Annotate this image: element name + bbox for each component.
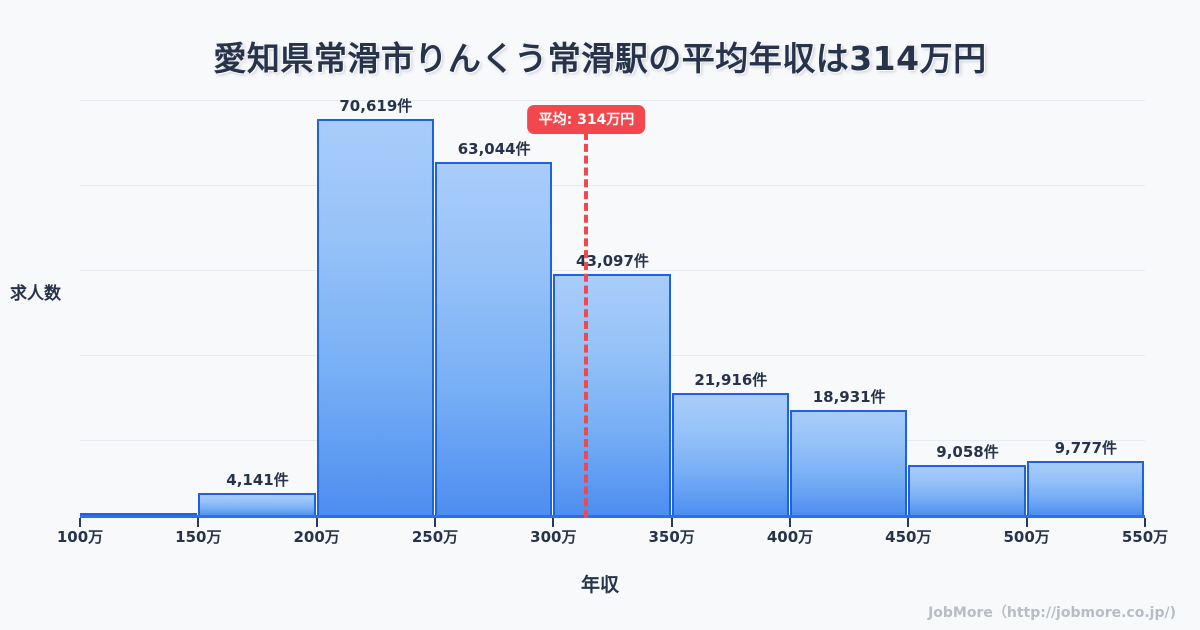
- bar-value-label: 70,619件: [339, 97, 413, 116]
- x-axis-tick: [907, 518, 910, 527]
- x-axis-tick: [1144, 518, 1146, 527]
- x-axis-tick-label: 350万: [648, 528, 695, 546]
- x-axis-tick-label: 250万: [411, 528, 459, 546]
- bar-250万-300万[interactable]: [435, 161, 553, 516]
- average-line: [584, 132, 589, 518]
- gridline: [80, 270, 1145, 271]
- x-axis-tick-label: 450万: [885, 528, 932, 546]
- x-axis-tick: [197, 518, 200, 527]
- x-axis-tick: [789, 518, 791, 527]
- bar-350万-400万[interactable]: [671, 392, 789, 516]
- bar-value-label: 9,058件: [936, 443, 999, 462]
- bar-value-label: 9,777件: [1054, 439, 1118, 458]
- bar-450万-500万[interactable]: [908, 465, 1026, 516]
- x-axis-tick: [552, 518, 555, 527]
- bar-500万-550万[interactable]: [1026, 461, 1144, 516]
- page-title: 愛知県常滑市りんくう常滑駅の平均年収は314万円: [213, 39, 987, 78]
- bar-value-label: 63,044件: [457, 139, 531, 158]
- x-axis-tick: [670, 518, 673, 527]
- y-axis-title: 求人数: [10, 284, 61, 304]
- average-badge: 平均: 314万円: [527, 105, 646, 134]
- x-axis-tick: [79, 518, 81, 527]
- bar-100万-150万[interactable]: [80, 513, 198, 516]
- x-axis-title: 年収: [580, 574, 619, 596]
- x-axis-tick-label: 300万: [530, 528, 577, 546]
- bar-value-label: 21,916件: [694, 370, 768, 389]
- x-axis-line: [80, 515, 1145, 518]
- bar-150万-200万[interactable]: [198, 492, 316, 516]
- x-axis-tick-label: 100万: [56, 528, 104, 546]
- gridline: [80, 185, 1145, 186]
- x-axis-tick-label: 200万: [293, 528, 340, 546]
- watermark: JobMore（http://jobmore.co.jp/): [928, 605, 1176, 621]
- bar-value-label: 18,931件: [812, 387, 886, 406]
- x-axis-tick-label: 150万: [175, 528, 222, 546]
- plot-area: 4,141件 70,619件 63,044件 43,097件 21,916件 18,931…: [80, 97, 1145, 516]
- x-axis-tick-label: 400万: [766, 528, 814, 546]
- x-axis-tick: [434, 518, 436, 527]
- bar-value-label: 4,141件: [226, 470, 289, 489]
- bar-200万-250万[interactable]: [316, 119, 434, 516]
- bar-value-label: 43,097件: [576, 251, 649, 270]
- bar-400万-450万[interactable]: [790, 409, 908, 516]
- x-axis-tick: [315, 518, 318, 527]
- x-axis-tick-label: 550万: [1121, 528, 1169, 546]
- x-axis-tick-label: 500万: [1003, 528, 1050, 546]
- x-axis-tick: [1025, 518, 1028, 527]
- gridline: [80, 100, 1145, 101]
- bar-300万-350万[interactable]: [553, 273, 671, 516]
